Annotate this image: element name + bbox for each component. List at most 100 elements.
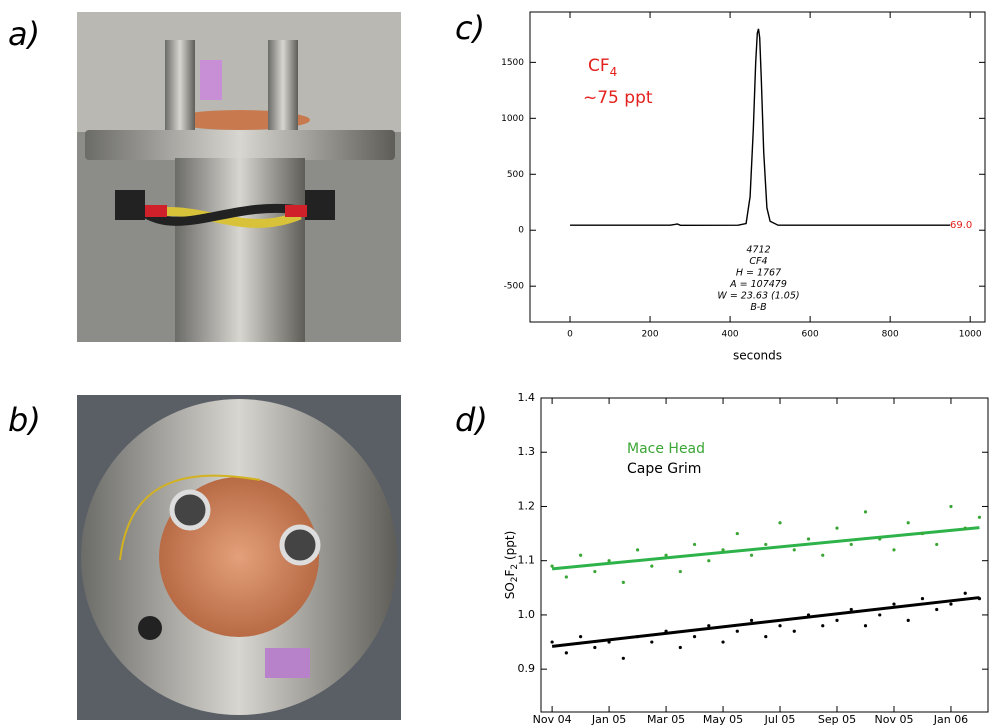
formula-subscript: 4 xyxy=(610,65,618,79)
x-tick-label: 800 xyxy=(882,330,899,340)
data-point xyxy=(963,526,967,530)
data-point xyxy=(977,597,982,601)
data-point xyxy=(949,504,953,509)
data-point xyxy=(892,548,896,552)
data-point xyxy=(550,640,554,644)
data-point xyxy=(792,629,796,633)
x-tick-label: May 05 xyxy=(703,713,743,726)
formula: CF xyxy=(588,56,610,76)
data-point xyxy=(564,651,568,655)
data-point xyxy=(607,559,611,563)
data-point xyxy=(821,624,825,628)
y-axis-label: SO2F2 (ppt) xyxy=(503,531,520,600)
data-point xyxy=(621,656,625,660)
data-point xyxy=(764,635,768,639)
data-point xyxy=(678,645,682,650)
x-tick-label: Nov 05 xyxy=(875,713,914,726)
label-part: (ppt) xyxy=(503,531,517,564)
peak-label: W = 23.63 (1.05) xyxy=(717,291,799,302)
x-tick-label: Jan 06 xyxy=(933,713,968,726)
panel-label: d) xyxy=(455,401,488,439)
x-tick-label: Nov 04 xyxy=(533,713,572,726)
legend-entry: Mace Head xyxy=(627,441,705,457)
plot-frame xyxy=(540,397,989,713)
x-tick-label: Mar 05 xyxy=(647,713,685,726)
data-point xyxy=(863,510,868,514)
annotation: ~75 ppt xyxy=(583,88,653,108)
panel-label: c) xyxy=(455,9,485,47)
x-tick-label: 200 xyxy=(641,330,658,340)
data-point xyxy=(963,591,967,595)
data-point xyxy=(735,629,739,633)
x-tick-label: Jan 05 xyxy=(591,713,626,726)
panel-label: a) xyxy=(8,15,40,53)
y-tick-label: 500 xyxy=(507,170,524,180)
data-point xyxy=(692,542,697,547)
subscript: 2 xyxy=(510,576,520,582)
data-point xyxy=(806,613,811,617)
data-point xyxy=(849,607,853,612)
data-point xyxy=(906,618,910,622)
data-point xyxy=(749,618,754,622)
data-point xyxy=(906,521,910,525)
trend-line xyxy=(551,526,980,571)
data-point xyxy=(878,613,882,617)
y-tick-label: -500 xyxy=(504,282,525,292)
data-point xyxy=(579,553,583,557)
data-point xyxy=(635,548,640,552)
data-point xyxy=(735,531,739,536)
x-tick-label: 600 xyxy=(802,330,819,340)
data-point xyxy=(664,629,668,633)
annotation: CF4 xyxy=(588,56,617,79)
data-point xyxy=(920,531,925,536)
data-point xyxy=(593,645,597,650)
y-tick-label: 1.3 xyxy=(518,445,536,458)
data-point xyxy=(863,624,868,628)
data-point xyxy=(778,624,782,628)
baseline-label: 69.0 xyxy=(950,220,972,231)
panel-label: b) xyxy=(8,401,41,439)
data-point xyxy=(749,553,754,557)
data-point xyxy=(977,515,982,519)
y-tick-label: 1.4 xyxy=(518,391,536,404)
subscript: 2 xyxy=(510,564,520,570)
data-point xyxy=(635,635,640,639)
data-point xyxy=(778,521,782,525)
y-tick-label: 1.2 xyxy=(518,499,536,512)
photo-a xyxy=(77,12,401,342)
y-tick-label: 1.0 xyxy=(518,608,536,621)
data-point xyxy=(692,635,697,639)
data-point xyxy=(920,597,925,601)
x-tick-label: 0 xyxy=(567,330,573,340)
data-point xyxy=(707,559,711,563)
x-tick-label: 1000 xyxy=(959,330,982,340)
data-point xyxy=(707,624,711,628)
data-point xyxy=(764,542,768,547)
data-point xyxy=(878,537,882,541)
data-point xyxy=(564,575,568,579)
data-point xyxy=(835,526,839,530)
data-point xyxy=(792,548,796,552)
data-point xyxy=(650,640,654,644)
peak-label: B-B xyxy=(750,302,766,313)
data-point xyxy=(579,635,583,639)
data-point xyxy=(821,553,825,557)
label-part: SO xyxy=(503,582,517,599)
data-point xyxy=(721,548,725,552)
data-point xyxy=(607,640,611,644)
peak-label: 4712 xyxy=(746,245,770,256)
legend-entry: Cape Grim xyxy=(627,461,701,477)
trend-line xyxy=(551,596,980,648)
label-part: F xyxy=(503,569,517,576)
data-point xyxy=(935,607,939,612)
x-axis-label: seconds xyxy=(733,349,782,363)
data-point xyxy=(621,580,625,584)
data-point xyxy=(593,569,597,574)
photo-b xyxy=(77,395,401,720)
data-point xyxy=(550,564,554,568)
data-point xyxy=(721,640,725,644)
y-tick-label: 0 xyxy=(518,226,524,236)
data-point xyxy=(949,602,953,606)
data-point xyxy=(806,537,811,541)
